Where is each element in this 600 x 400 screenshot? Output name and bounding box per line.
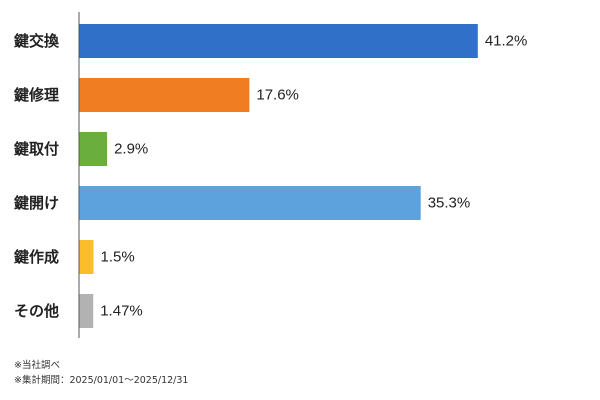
footnote-source: ※当社調べ — [14, 359, 60, 371]
bar — [79, 294, 94, 328]
footnote-period: ※集計期間：2025/01/01～2025/12/31 — [14, 374, 188, 386]
category-label: 鍵修理 — [14, 86, 59, 104]
data-label: 41.2% — [485, 33, 528, 50]
bar — [79, 78, 250, 112]
data-label: 1.5% — [101, 249, 135, 266]
bar — [79, 240, 94, 274]
category-label: 鍵開け — [14, 194, 59, 212]
data-label: 17.6% — [256, 87, 299, 104]
category-label: 鍵取付 — [14, 140, 59, 158]
category-label: その他 — [14, 302, 59, 320]
bar — [79, 132, 108, 166]
category-label: 鍵交換 — [14, 32, 60, 50]
category-label: 鍵作成 — [14, 248, 59, 266]
bar — [79, 186, 421, 220]
data-label: 1.47% — [100, 303, 143, 320]
data-label: 35.3% — [428, 195, 471, 212]
bars-group: 鍵交換 41.2% 鍵修理 17.6% 鍵取付 2.9% 鍵開け 35.3% 鍵作成 1.5% その… — [14, 24, 527, 328]
data-label: 2.9% — [114, 141, 148, 158]
bar — [79, 24, 478, 58]
